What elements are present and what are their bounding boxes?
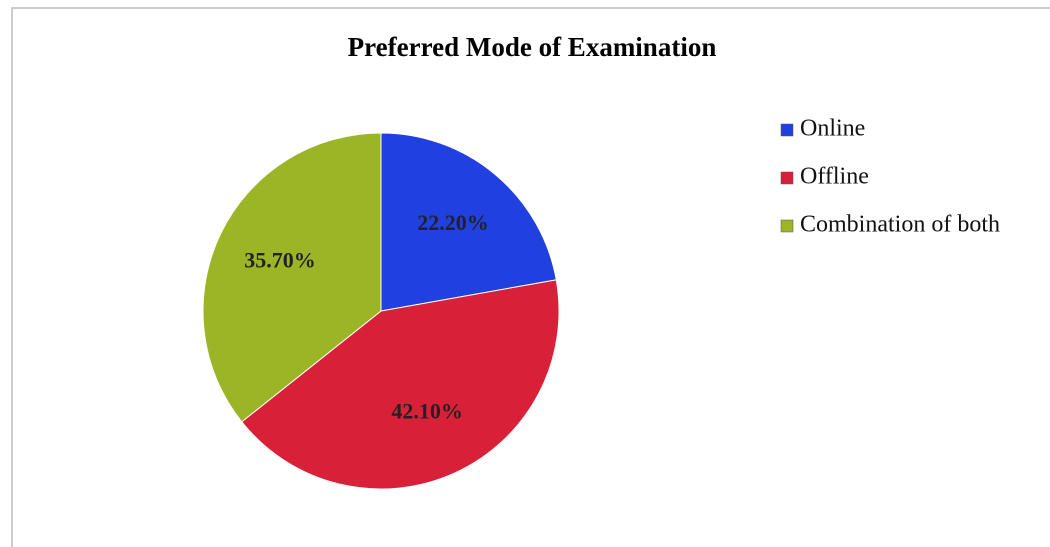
data-label: 22.20% (417, 210, 489, 235)
pie-slice (380, 132, 557, 312)
legend-label: Offline (800, 164, 869, 190)
legend-swatch (780, 171, 794, 185)
data-label: 35.70% (244, 247, 316, 272)
legend-label: Online (800, 116, 865, 142)
data-label: 42.10% (391, 398, 463, 423)
legend-label: Combination of both (800, 212, 1000, 238)
pie-slice (241, 279, 560, 490)
legend-swatch (780, 219, 794, 233)
chart-title: Preferred Mode of Examination (348, 32, 717, 62)
legend-swatch (780, 123, 794, 137)
pie-slice (202, 132, 382, 423)
